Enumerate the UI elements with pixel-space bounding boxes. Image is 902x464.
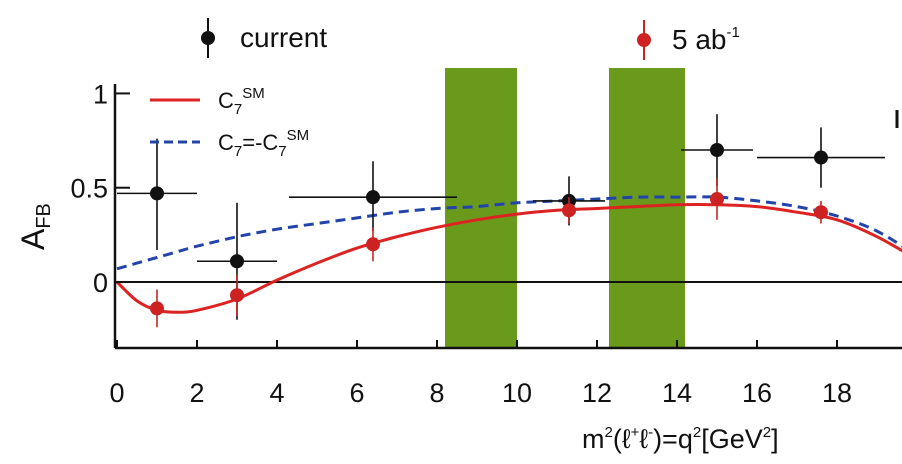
legend-label-flip: C7=-C7SM xyxy=(218,127,309,160)
legend-sm-sup: SM xyxy=(242,85,265,102)
xlabel-m: m xyxy=(582,424,605,454)
legend-label-current: current xyxy=(240,22,327,53)
curve-c7-flipped xyxy=(116,195,902,271)
legend-sm-sub: 7 xyxy=(234,101,242,118)
point-current-1 xyxy=(117,138,197,250)
top-legend: current 5 ab-1 xyxy=(201,18,740,60)
legend-sm-c: C xyxy=(218,88,234,113)
x-axis-label: m2(ℓ+ℓ-)=q2[GeV2] xyxy=(582,424,779,454)
xlabel-eq: )=q xyxy=(653,424,693,454)
marker-5ab-4 xyxy=(562,203,576,218)
curve-c7-sm xyxy=(115,202,902,314)
xlabel-lp: (ℓ xyxy=(613,424,631,454)
xlabel-plus: + xyxy=(631,424,640,441)
point-5ab-6 xyxy=(814,200,828,224)
xlabel-open: [GeV xyxy=(701,424,763,454)
y-ticks: 00.51 xyxy=(70,79,130,298)
marker-5ab-2 xyxy=(230,288,244,303)
x-tick-label-14: 14 xyxy=(662,378,692,408)
legend-flip-sub2: 7 xyxy=(278,143,286,160)
legend-5ab-base: 5 ab xyxy=(672,24,727,55)
x-tick-label-12: 12 xyxy=(582,378,612,408)
marker-5ab-1 xyxy=(150,301,164,316)
legend-label-sm: C7SM xyxy=(218,85,265,118)
y-tick-label-0: 0 xyxy=(93,268,108,298)
data-points xyxy=(117,114,885,328)
marker-5ab-3 xyxy=(366,237,380,252)
point-current-3 xyxy=(289,161,457,232)
y-tick-label-1: 0.5 xyxy=(70,174,108,204)
marker-current-3 xyxy=(366,190,380,205)
point-5ab-1 xyxy=(150,289,164,328)
point-5ab-2 xyxy=(230,274,244,316)
x-tick-label-4: 4 xyxy=(269,378,284,408)
point-5ab-3 xyxy=(366,227,380,262)
legend-flip-sub1: 7 xyxy=(234,143,242,160)
marker-current-1 xyxy=(150,186,164,201)
x-tick-label-8: 8 xyxy=(429,378,444,408)
ylabel-a: A xyxy=(15,228,51,250)
xlabel-sq3: 2 xyxy=(763,424,771,441)
legend-marker-5ab xyxy=(637,20,651,60)
point-current-5 xyxy=(681,114,753,186)
marker-5ab-6 xyxy=(814,205,828,220)
point-current-6 xyxy=(757,127,885,188)
x-tick-label-0: 0 xyxy=(109,378,124,408)
x-tick-label-2: 2 xyxy=(189,378,204,408)
xlabel-minus: - xyxy=(648,424,653,441)
legend-marker-current xyxy=(201,18,215,58)
xlabel-close: ] xyxy=(771,424,779,454)
vetoed-region-1 xyxy=(445,68,517,348)
marker-current-2 xyxy=(230,254,244,269)
xlabel-sq1: 2 xyxy=(605,424,613,441)
xlabel-l2: ℓ xyxy=(639,424,648,454)
x-tick-label-16: 16 xyxy=(742,378,772,408)
x-ticks: 0 2 4 6 8 10 12 14 16 18 xyxy=(109,340,852,408)
curve-legend: C7SM C7=-C7SM xyxy=(150,85,309,160)
marker-current-5 xyxy=(710,143,724,157)
legend-label-5ab: 5 ab-1 xyxy=(672,24,740,55)
legend-5ab-sup: -1 xyxy=(727,24,740,41)
y-axis-label: AFB xyxy=(15,203,55,250)
marker-5ab-5 xyxy=(710,192,724,207)
legend-flip-eq: =-C xyxy=(242,130,278,155)
x-tick-label-10: 10 xyxy=(502,378,532,408)
marker-current-6 xyxy=(814,150,828,165)
axes-frame xyxy=(113,84,902,350)
x-tick-label-18: 18 xyxy=(822,378,852,408)
y-tick-label-2: 1 xyxy=(93,79,108,109)
legend-flip-c1: C xyxy=(218,130,234,155)
legend-flip-sup: SM xyxy=(287,127,310,144)
point-5ab-5 xyxy=(710,178,724,220)
x-tick-label-6: 6 xyxy=(349,378,364,408)
xlabel-sq2: 2 xyxy=(693,424,701,441)
point-5ab-4 xyxy=(562,197,576,224)
ylabel-sub: FB xyxy=(33,203,55,229)
